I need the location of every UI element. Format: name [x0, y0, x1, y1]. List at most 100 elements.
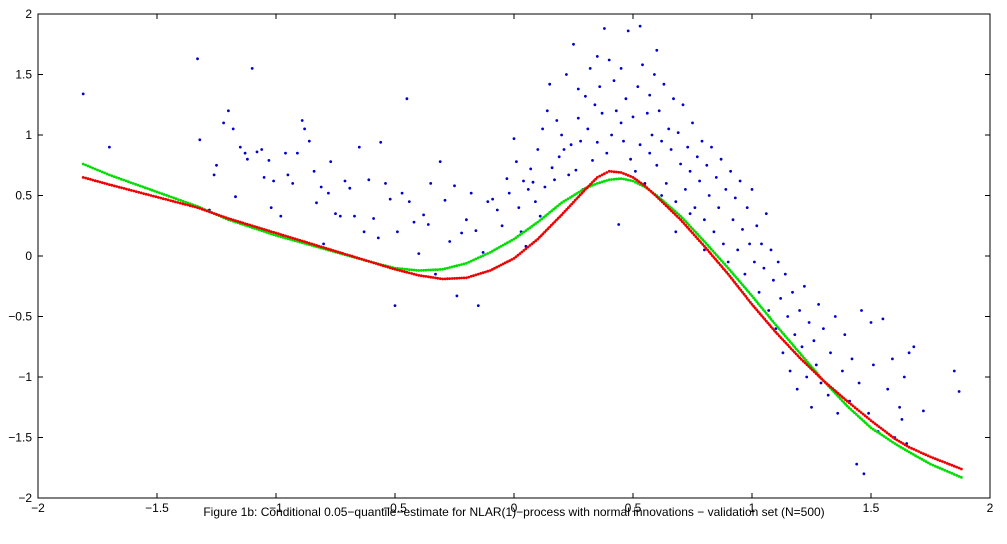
data-point [491, 249, 494, 253]
data-point [144, 192, 148, 196]
data-point [631, 179, 635, 183]
data-point [212, 212, 216, 215]
data-point [198, 207, 202, 210]
data-point [131, 182, 135, 185]
data-point [419, 269, 423, 272]
data-point [901, 442, 905, 445]
data-point [91, 178, 95, 182]
data-point [619, 177, 623, 181]
data-point [457, 263, 461, 267]
data-point [736, 248, 740, 252]
data-point [694, 231, 698, 234]
data-point [568, 204, 572, 208]
data-point [565, 208, 569, 211]
data-point [662, 202, 666, 206]
data-point [474, 257, 478, 261]
data-point [495, 247, 499, 251]
data-point [843, 333, 847, 336]
data-point [115, 176, 118, 179]
data-point [322, 242, 325, 246]
data-point [648, 93, 652, 97]
data-point [867, 411, 870, 415]
data-point [743, 272, 747, 276]
data-point [388, 266, 392, 270]
data-point [822, 327, 825, 330]
data-point [551, 222, 555, 225]
data-point [234, 195, 237, 199]
data-point [310, 242, 314, 246]
data-point [272, 233, 275, 237]
data-point [277, 232, 280, 236]
data-point [688, 169, 692, 173]
data-point [203, 208, 207, 212]
data-point [649, 189, 653, 193]
data-point [731, 218, 735, 222]
data-point [526, 245, 530, 249]
data-point [672, 97, 675, 101]
data-point [855, 407, 859, 411]
data-point [809, 366, 812, 370]
data-point [576, 87, 580, 91]
data-point [603, 179, 606, 183]
data-point [756, 310, 760, 314]
data-point [725, 270, 728, 274]
data-point [431, 268, 435, 272]
data-point [208, 210, 211, 214]
data-point [899, 445, 903, 449]
data-point [562, 200, 566, 203]
data-point [369, 260, 373, 264]
plot-frame [37, 13, 991, 499]
data-point [662, 82, 666, 86]
data-point [595, 140, 599, 144]
data-point [412, 272, 416, 276]
data-point [855, 462, 859, 466]
data-point [706, 243, 710, 247]
data-point [798, 351, 801, 355]
data-point [684, 220, 688, 223]
data-point [741, 283, 744, 287]
data-point [465, 276, 468, 280]
data-point [246, 157, 249, 161]
data-point [936, 465, 939, 469]
series-layer [81, 24, 963, 479]
data-point [945, 462, 949, 465]
data-point [931, 456, 935, 460]
data-point [842, 401, 846, 404]
data-point [396, 230, 399, 234]
data-point [567, 206, 570, 210]
data-point [924, 453, 928, 457]
data-point [156, 196, 160, 199]
data-point [434, 268, 437, 272]
data-point [668, 207, 671, 211]
data-point [424, 268, 428, 272]
data-point [553, 178, 556, 182]
data-point [704, 242, 708, 245]
data-point [742, 292, 746, 296]
data-point [137, 190, 141, 194]
data-point [955, 465, 959, 469]
data-point [438, 160, 442, 164]
data-point [791, 290, 794, 294]
data-point [826, 393, 830, 397]
data-point [319, 245, 323, 249]
data-point [918, 456, 922, 460]
data-point [833, 388, 836, 392]
data-point [522, 230, 526, 234]
data-point [793, 350, 796, 354]
data-point [622, 177, 625, 181]
data-point [219, 214, 223, 218]
data-point [119, 177, 123, 181]
data-point [234, 219, 237, 223]
data-point [572, 42, 575, 46]
data-point [407, 200, 411, 204]
data-point [872, 363, 875, 367]
data-point [703, 218, 706, 222]
data-point [912, 447, 916, 451]
data-point [603, 172, 606, 176]
data-point [518, 252, 522, 256]
data-point [467, 260, 471, 264]
data-point [882, 435, 886, 438]
data-point [98, 169, 102, 173]
data-point [703, 240, 706, 243]
data-point [552, 207, 556, 211]
